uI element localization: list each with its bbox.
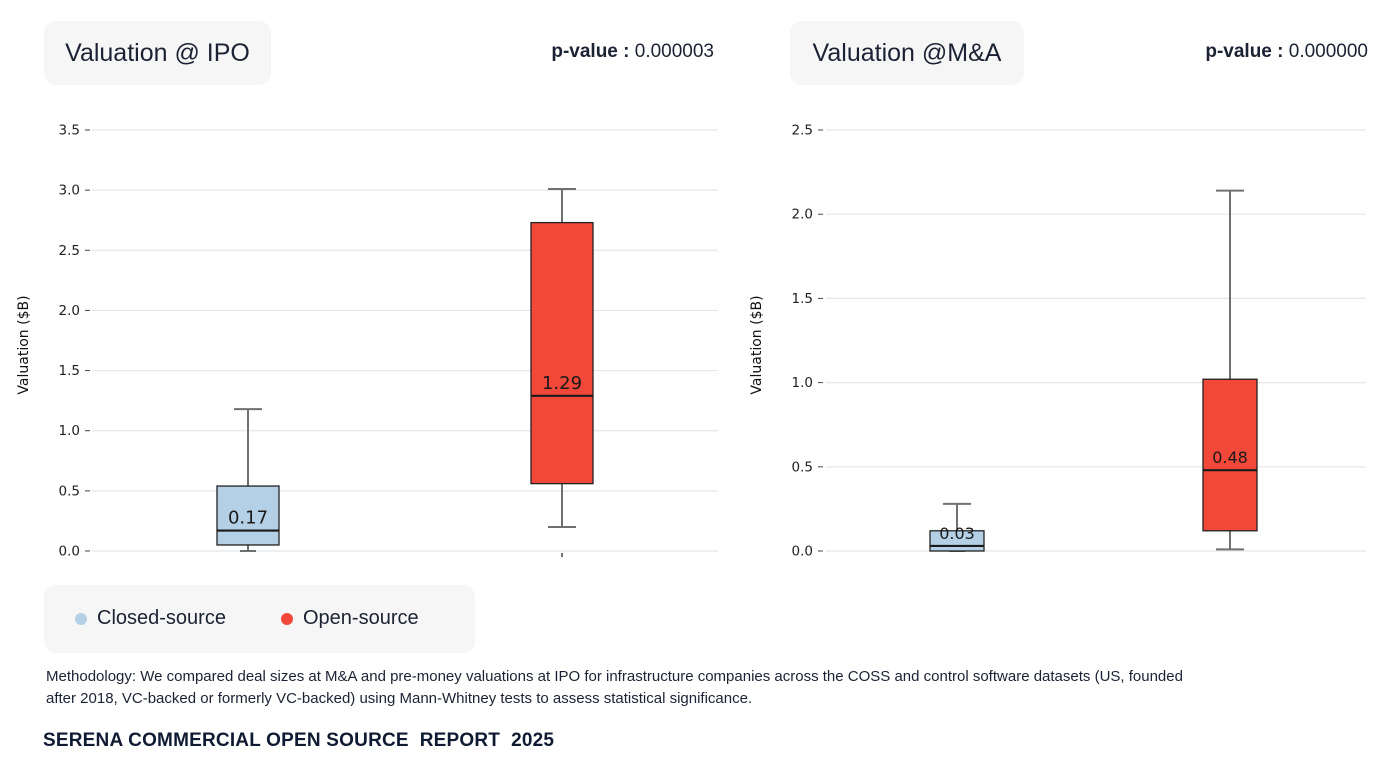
y-tick-label-1-1: 0.5 <box>792 459 813 475</box>
y-tick-label-1-0: 0.0 <box>792 544 813 560</box>
y-tick-label-0-7: 3.5 <box>59 123 80 139</box>
box-plots-canvas: 0.0 0.5 1.0 1.5 2.0 2.5 3.0 3.5 Valuation ($B) 0.… <box>16 123 1366 560</box>
legend-dot-closed-icon <box>75 612 87 625</box>
legend-dot-open-icon <box>281 612 293 625</box>
legend-item-open-source: Open-source <box>281 607 419 630</box>
y-tick-label-0-5: 2.5 <box>59 243 80 259</box>
y-tick-label-0-4: 2.0 <box>59 303 80 319</box>
ma-pvalue-value: 0.000000 <box>1288 41 1368 62</box>
median-label-0-0: 0.17 <box>228 508 268 529</box>
box-0-0 <box>216 485 280 546</box>
y-tick-label-0-2: 1.0 <box>59 423 80 439</box>
y-axis-label-0: Valuation ($B) <box>16 295 32 394</box>
ipo-pvalue-value: 0.000003 <box>634 41 714 62</box>
report-footer: SERENA COMMERCIAL OPEN SOURCE REPORT 202… <box>43 730 555 751</box>
box-0-1 <box>530 221 594 485</box>
box-1-1 <box>1202 378 1258 532</box>
methodology-text: Methodology: We compared deal sizes at M… <box>46 668 1183 707</box>
median-label-1-1: 0.48 <box>1212 448 1248 467</box>
ma-pvalue-label: p-value : <box>1205 41 1284 62</box>
legend: Closed-source Open-source <box>44 585 475 653</box>
y-axis-label-1: Valuation ($B) <box>749 295 765 394</box>
y-tick-label-0-1: 0.5 <box>59 483 80 499</box>
ipo-pvalue-label: p-value : <box>551 41 630 62</box>
ipo-chart-title: Valuation @ IPO <box>44 21 271 85</box>
ma-pvalue: p-value : 0.000000 <box>1205 41 1368 63</box>
median-label-1-0: 0.03 <box>939 524 975 543</box>
y-tick-label-0-6: 3.0 <box>59 183 80 199</box>
y-tick-label-0-3: 1.5 <box>59 363 80 379</box>
ma-chart-title: Valuation @M&A <box>790 21 1024 85</box>
y-tick-label-0-0: 0.0 <box>59 544 80 560</box>
y-tick-label-1-4: 2.0 <box>792 207 813 223</box>
ipo-pvalue: p-value : 0.000003 <box>551 41 714 63</box>
legend-label-open: Open-source <box>303 607 419 629</box>
y-tick-label-1-5: 2.5 <box>792 123 813 139</box>
legend-item-closed-source: Closed-source <box>75 607 226 630</box>
legend-label-closed: Closed-source <box>97 607 226 629</box>
median-label-0-1: 1.29 <box>542 373 582 394</box>
y-tick-label-1-2: 1.0 <box>792 375 813 391</box>
y-tick-label-1-3: 1.5 <box>792 291 813 307</box>
